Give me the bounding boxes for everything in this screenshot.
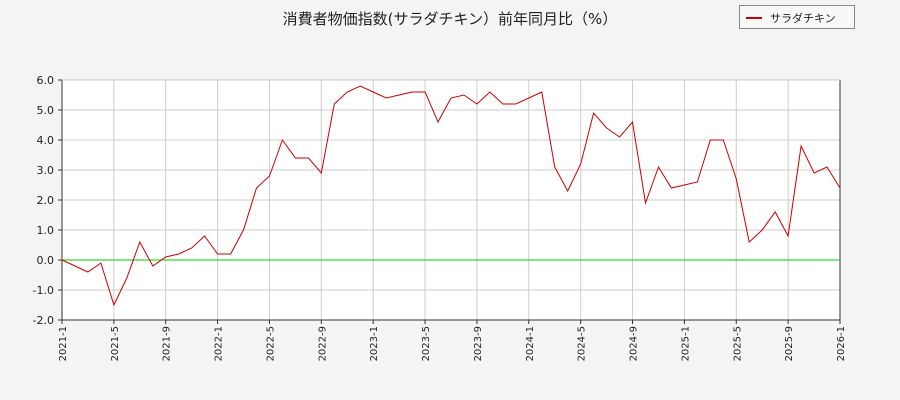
data-point [722, 139, 724, 141]
x-tick-label: 2023-9 [473, 326, 484, 361]
x-tick-label: 2025-5 [732, 326, 743, 361]
data-point [554, 166, 556, 168]
y-tick-label: 0.0 [37, 254, 55, 267]
data-point [424, 91, 426, 93]
y-tick-label: 4.0 [37, 134, 55, 147]
x-tick-label: 2022-1 [214, 326, 225, 361]
x-tick-label: 2023-5 [421, 326, 432, 361]
data-point [463, 94, 465, 96]
x-tick-label: 2024-1 [525, 326, 536, 361]
x-tick-label: 2026-1 [836, 326, 847, 361]
x-tick-label: 2025-1 [680, 326, 691, 361]
data-point [216, 253, 218, 255]
data-point [826, 166, 828, 168]
data-point [761, 229, 763, 231]
data-point [567, 190, 569, 192]
y-tick-label: -2.0 [33, 314, 54, 327]
y-tick-label: 2.0 [37, 194, 55, 207]
data-point [515, 103, 517, 105]
data-point [165, 256, 167, 258]
data-point [87, 271, 89, 273]
data-point [411, 91, 413, 93]
data-point [126, 277, 128, 279]
data-point [372, 91, 374, 93]
data-point [787, 235, 789, 237]
data-point [644, 202, 646, 204]
data-point [670, 187, 672, 189]
data-point [281, 139, 283, 141]
data-point [592, 112, 594, 114]
data-point [631, 121, 633, 123]
data-point [618, 136, 620, 138]
data-point [398, 94, 400, 96]
data-point [489, 91, 491, 93]
y-tick-label: 3.0 [37, 164, 55, 177]
data-point [735, 178, 737, 180]
data-point [255, 187, 257, 189]
data-point [139, 241, 141, 243]
data-point [541, 91, 543, 93]
x-tick-label: 2023-1 [369, 326, 380, 361]
data-point [74, 265, 76, 267]
y-tick-label: 6.0 [37, 74, 55, 87]
data-point [502, 103, 504, 105]
data-point [709, 139, 711, 141]
data-point [333, 103, 335, 105]
x-tick-label: 2021-9 [162, 326, 173, 361]
data-point [320, 172, 322, 174]
data-point [437, 121, 439, 123]
data-point [152, 265, 154, 267]
data-point [61, 259, 63, 261]
data-point [346, 91, 348, 93]
data-point [813, 172, 815, 174]
x-tick-label: 2021-1 [58, 326, 69, 361]
chart-title: 消費者物価指数(サラダチキン）前年同月比（%） [282, 10, 618, 28]
data-point [839, 187, 841, 189]
data-point [696, 181, 698, 183]
data-point [229, 253, 231, 255]
data-point [268, 175, 270, 177]
data-point [359, 85, 361, 87]
legend-line-swatch [746, 17, 762, 19]
data-point [190, 247, 192, 249]
data-point [605, 127, 607, 129]
data-point [528, 97, 530, 99]
legend-label: サラダチキン [770, 12, 836, 25]
data-point [113, 304, 115, 306]
data-point [579, 163, 581, 165]
x-tick-label: 2022-9 [317, 326, 328, 361]
data-point [385, 97, 387, 99]
x-tick-label: 2021-5 [110, 326, 121, 361]
data-point [100, 262, 102, 264]
data-point [178, 253, 180, 255]
y-tick-label: 1.0 [37, 224, 55, 237]
data-point [242, 229, 244, 231]
x-tick-label: 2022-5 [265, 326, 276, 361]
x-tick-label: 2024-5 [577, 326, 588, 361]
series-line-salad-chicken [61, 85, 841, 307]
y-tick-label: -1.0 [33, 284, 54, 297]
data-point [657, 166, 659, 168]
x-tick-label: 2024-9 [629, 326, 640, 361]
data-point [307, 157, 309, 159]
y-tick-label: 5.0 [37, 104, 55, 117]
data-point [294, 157, 296, 159]
data-point [683, 184, 685, 186]
x-tick-label: 2025-9 [784, 326, 795, 361]
data-point [748, 241, 750, 243]
data-point [476, 103, 478, 105]
data-point [774, 211, 776, 213]
legend: サラダチキン [739, 5, 855, 29]
data-point [800, 145, 802, 147]
data-point [203, 235, 205, 237]
data-point [450, 97, 452, 99]
